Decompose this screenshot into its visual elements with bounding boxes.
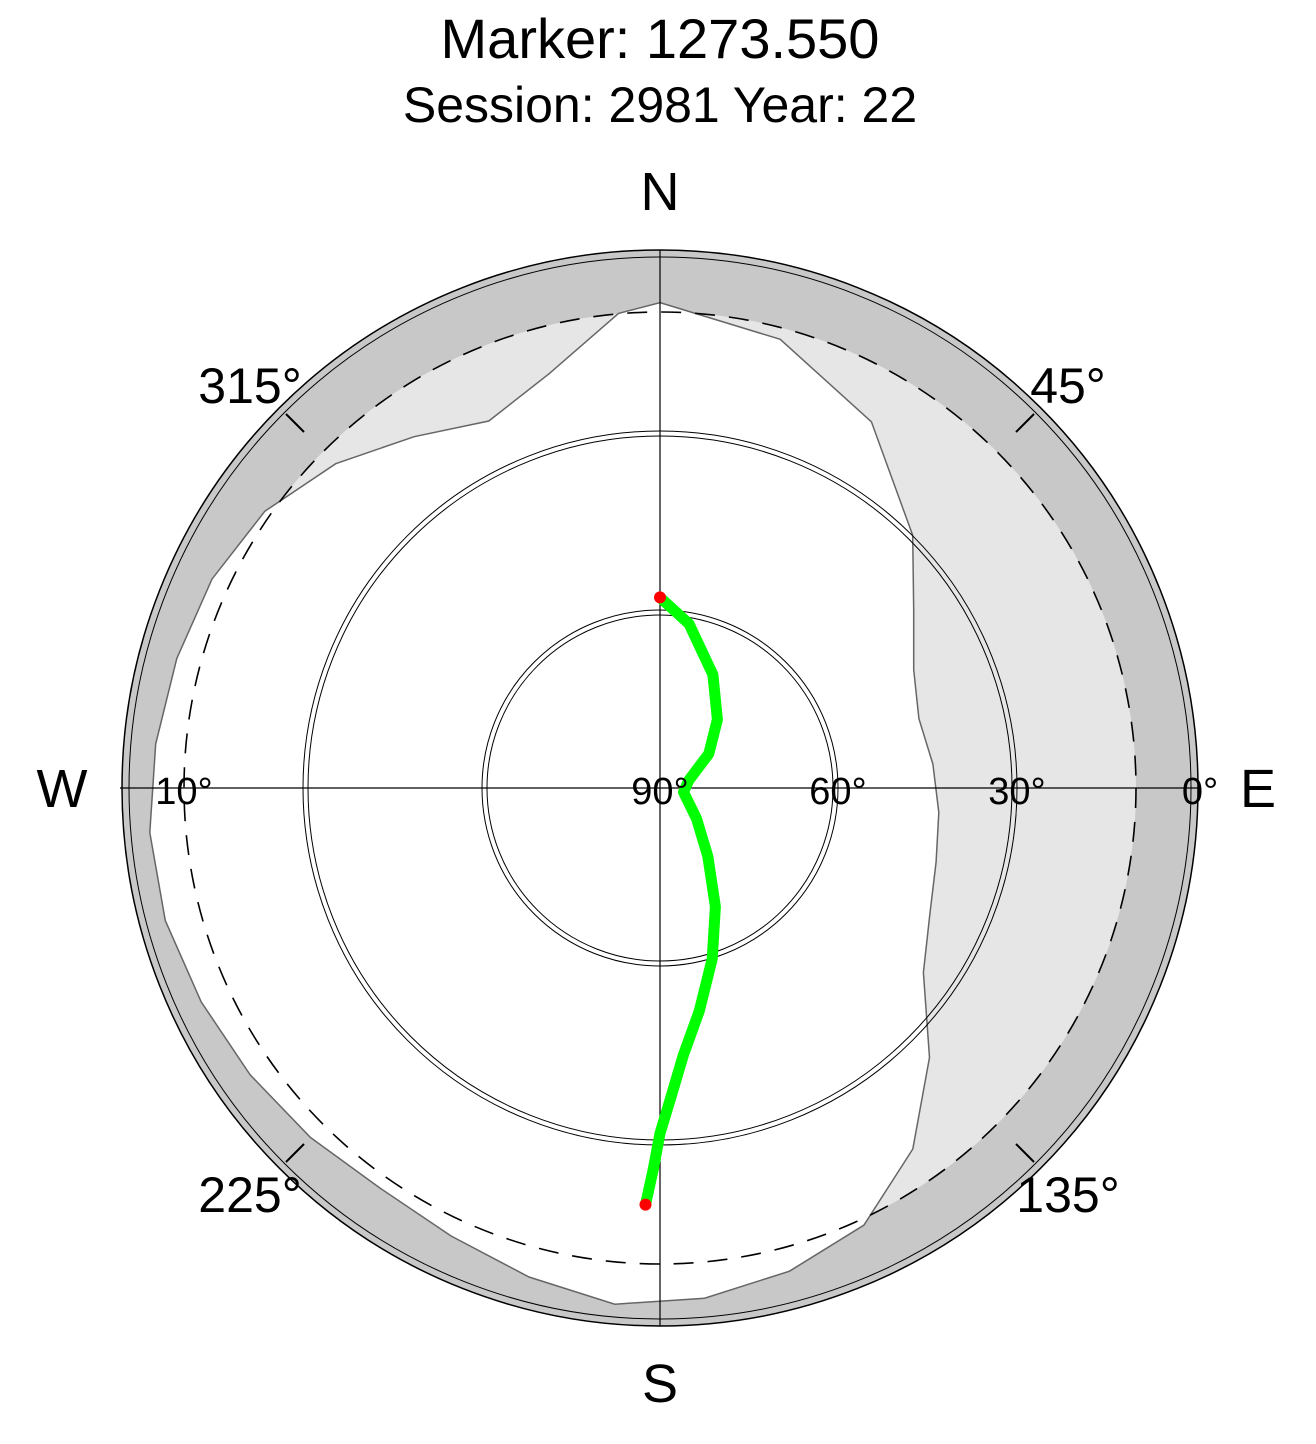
azimuth-label-315: 315° — [198, 358, 301, 414]
elevation-label-30: 30° — [988, 771, 1045, 813]
visible-sky-region — [149, 301, 940, 1305]
compass-south: S — [642, 1354, 678, 1414]
compass-west: W — [37, 759, 88, 819]
satellite-tracks — [640, 591, 723, 1211]
elevation-label-10: 10° — [155, 771, 212, 813]
tick-135 — [1015, 1143, 1035, 1163]
compass-north: N — [641, 162, 680, 222]
sky-disc — [120, 249, 1200, 1327]
chart-title: Marker: 1273.550 — [441, 7, 880, 70]
track-line — [640, 591, 723, 1211]
tick-315 — [285, 413, 305, 433]
tick-225 — [285, 1143, 305, 1163]
elevation-label-0: 0° — [1182, 771, 1218, 813]
tick-45 — [1015, 413, 1035, 433]
elevation-label-60: 60° — [809, 771, 866, 813]
track-end-point — [639, 1198, 652, 1211]
compass-east: E — [1240, 759, 1276, 819]
track-start-point — [654, 591, 666, 604]
azimuth-label-135: 135° — [1016, 1167, 1119, 1223]
track-endpoints — [639, 591, 666, 1211]
chart-subtitle: Session: 2981 Year: 22 — [403, 77, 917, 133]
azimuth-label-225: 225° — [198, 1167, 301, 1223]
azimuth-label-45: 45° — [1030, 358, 1106, 414]
elevation-label-90: 90° — [631, 771, 688, 813]
